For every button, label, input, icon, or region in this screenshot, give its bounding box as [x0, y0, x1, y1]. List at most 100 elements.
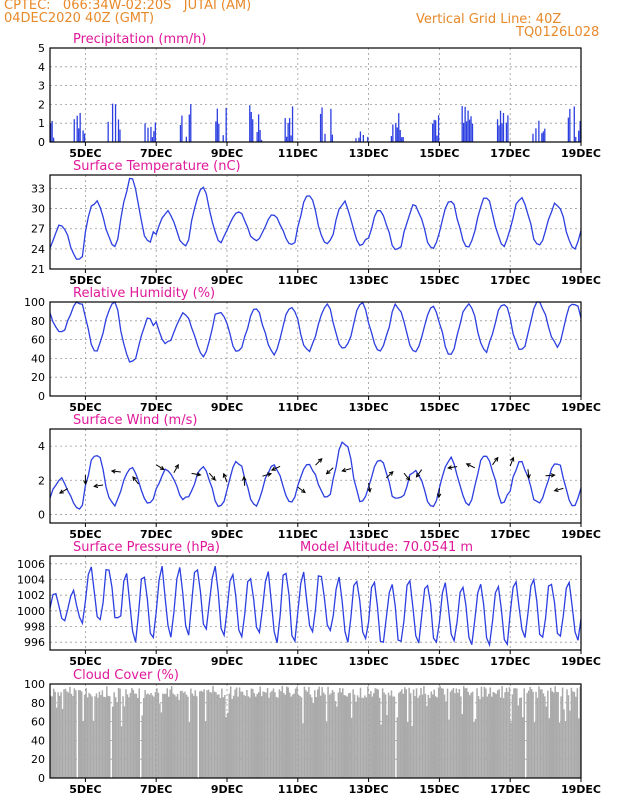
cloud-bar — [237, 696, 239, 778]
cloud-bar — [178, 699, 180, 778]
x-tick-label: 15DEC — [419, 655, 459, 668]
wind-arrow — [262, 473, 272, 477]
precip-bar — [288, 118, 291, 142]
cloud-bar — [375, 688, 378, 778]
cloud-bar — [420, 687, 422, 778]
cloud-bar — [399, 691, 402, 778]
cloud-bar — [179, 690, 182, 778]
cloud-bar — [365, 697, 368, 778]
precip-bar — [216, 108, 218, 142]
cloud-bar — [337, 692, 340, 778]
header-line1-left: CPTEC: 066:34W-02:20S JUTAI (AM) — [4, 0, 252, 13]
y-tick-label: 4 — [38, 440, 45, 453]
cloud-bar — [505, 687, 508, 778]
x-tick-label: 15DEC — [419, 783, 459, 796]
cloud-bar — [309, 694, 312, 778]
cloud-bar — [159, 703, 161, 778]
cloud-bar — [404, 687, 406, 778]
precip-bar — [324, 133, 326, 142]
cloud-bar — [495, 693, 497, 778]
x-tick-label: 15DEC — [419, 401, 459, 414]
precip-bar — [463, 122, 465, 142]
cloud-bar — [219, 698, 222, 778]
cloud-bar — [157, 692, 160, 778]
cloud-bar — [451, 689, 453, 778]
panel-4: Surface Wind (m/s) 0 2 4 5DEC 7DEC 9DEC 11DEC 13… — [38, 413, 601, 541]
precip-bar — [507, 115, 509, 142]
cloud-bar — [541, 689, 543, 778]
cloud-bar — [132, 689, 135, 778]
wind-arrow-head — [211, 476, 216, 481]
precip-bar — [50, 123, 52, 142]
cloud-bar — [511, 694, 514, 778]
cloud-bar — [493, 692, 496, 778]
cloud-bar — [113, 692, 115, 778]
cloud-bar — [101, 690, 104, 778]
precip-bar — [471, 123, 474, 142]
cloud-bar — [575, 696, 577, 778]
cloud-bar — [252, 688, 254, 778]
wind-arrow-head — [132, 476, 137, 481]
cloud-bar — [442, 688, 444, 778]
cloud-bar — [542, 693, 545, 778]
cloud-bar — [579, 686, 582, 778]
cloud-bar — [91, 696, 93, 778]
cloud-bar — [200, 690, 202, 778]
cloud-bar — [72, 695, 74, 778]
precip-bar — [578, 130, 580, 142]
panel-1: Precipitation (mm/h) 0 1 2 3 4 5 5DEC 7DEC 9DEC 11… — [38, 32, 601, 160]
precip-bar — [215, 121, 217, 142]
cloud-bar — [198, 691, 201, 778]
cloud-bar — [286, 686, 288, 778]
series-line — [49, 441, 582, 510]
precip-bar — [78, 128, 80, 142]
cloud-bar — [398, 692, 400, 778]
cloud-bar — [331, 690, 334, 778]
cloud-bar — [370, 691, 372, 778]
cloud-bar — [54, 691, 56, 778]
panel-frame — [49, 47, 582, 143]
x-tick-label: 19DEC — [561, 401, 601, 414]
cloud-bar — [173, 694, 176, 778]
cloud-bar — [482, 696, 484, 778]
cloud-bar — [458, 689, 461, 778]
cloud-bar — [184, 691, 186, 778]
precip-bar — [286, 136, 288, 142]
cloud-bar — [119, 688, 121, 778]
cloud-bar — [361, 697, 363, 778]
x-tick-label: 5DEC — [69, 274, 101, 287]
cloud-bar — [423, 686, 425, 778]
panel-title: Surface Wind (m/s) — [73, 413, 197, 428]
y-tick-label: 4 — [38, 61, 45, 74]
precip-bar — [567, 117, 570, 142]
cloud-bar — [227, 712, 229, 778]
cloud-bar — [474, 718, 477, 778]
cloud-bar — [548, 718, 551, 778]
x-tick-label: 11DEC — [278, 147, 318, 160]
x-tick-label: 19DEC — [561, 274, 601, 287]
cloud-bar — [241, 691, 244, 778]
cloud-bar — [539, 689, 542, 778]
cloud-bar — [476, 688, 478, 778]
cloud-bar — [85, 688, 87, 778]
cloud-bar — [343, 695, 346, 778]
cloud-bar — [316, 689, 319, 778]
cloud-bar — [349, 692, 351, 778]
precip-bar — [51, 120, 53, 142]
cloud-bar — [334, 701, 337, 778]
cloud-bar — [356, 695, 359, 778]
cloud-bar — [58, 695, 61, 778]
precip-bar — [179, 125, 182, 142]
x-tick-label: 9DEC — [211, 401, 243, 414]
cloud-bar — [552, 692, 555, 778]
y-tick-label: 80 — [31, 697, 45, 710]
cloud-bar — [126, 694, 129, 778]
wind-arrow-head — [436, 493, 442, 499]
cloud-bar — [73, 688, 76, 778]
panel-frame — [49, 174, 582, 270]
cloud-bar — [402, 693, 405, 778]
cloud-bar — [271, 690, 273, 778]
cloud-bar — [460, 696, 462, 778]
cloud-bar — [125, 689, 127, 778]
cloud-bar — [280, 691, 282, 778]
